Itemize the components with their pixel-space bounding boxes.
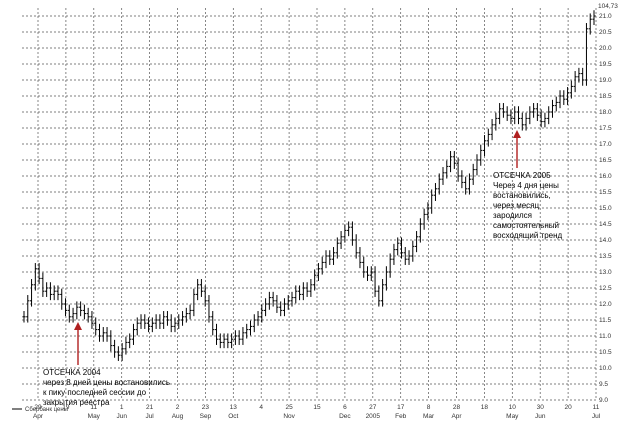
y-tick-label: 15.5 (599, 189, 612, 196)
x-tick-day: 20 (564, 404, 572, 411)
x-tick-month: Aug (172, 413, 184, 420)
y-tick-label: 9.0 (599, 397, 608, 404)
y-tick-label: 20.5 (599, 29, 612, 36)
x-tick-day: 2 (176, 404, 180, 411)
x-tick-month: Jun (535, 413, 546, 420)
y-tick-label: 14.5 (599, 221, 612, 228)
y-tick-label: 16.5 (599, 157, 612, 164)
annotation-line-2005-5: самостоятельный (493, 221, 559, 230)
x-tick-day: 17 (397, 404, 405, 411)
x-tick-day: 15 (313, 404, 321, 411)
price-series (22, 10, 596, 361)
x-axis: 29 Apr 19 11 May 1 Jun 21 Jul 2 Aug 23 Sep 13 Oct 4 25 No… (33, 404, 601, 420)
annotation-line-2005-4: зародился (493, 211, 532, 220)
x-tick-day: 25 (285, 404, 293, 411)
y-tick-label: 13.5 (599, 253, 612, 260)
x-tick-day: 1 (120, 404, 124, 411)
annotation-arrowhead-2005 (513, 130, 521, 138)
y-tick-label: 9.5 (599, 381, 608, 388)
x-tick-month: Mar (423, 413, 435, 420)
y-tick-label: 15.0 (599, 205, 612, 212)
y-axis-right: 104,73 9.0 9.5 10.0 10.5 11.0 11.5 12.0 12.5 13.… (598, 3, 618, 404)
x-tick-day: 13 (230, 404, 238, 411)
annotation-line-2005-6: восходящий тренд (493, 231, 563, 240)
x-tick-month: Apr (451, 413, 462, 420)
x-tick-day: 28 (453, 404, 461, 411)
annotation-title-2004: ОТСЕЧКА 2004 (43, 368, 101, 377)
legend: Сбербанк цены (12, 407, 68, 413)
x-tick-month: Dec (339, 413, 351, 420)
x-tick-day: 30 (537, 404, 545, 411)
y-tick-label: 11.0 (599, 333, 612, 340)
y-tick-label: 14.0 (599, 237, 612, 244)
x-tick-day: 19 (62, 404, 70, 411)
x-tick-month: Jul (145, 413, 154, 420)
x-tick-day: 8 (427, 404, 431, 411)
annotation-title-2005: ОТСЕЧКА 2005 (493, 171, 551, 180)
y-tick-label: 12.5 (599, 285, 612, 292)
x-tick-month: Jun (116, 413, 127, 420)
x-tick-month: Sep (200, 413, 212, 420)
annotation-line-2004-1: через 8 дней цены востановились (43, 378, 170, 387)
y-tick-label: 20.0 (599, 45, 612, 52)
y-axis-top-label: 104,73 (598, 3, 618, 10)
y-tick-label: 18.5 (599, 93, 612, 100)
x-tick-month: 2005 (366, 413, 381, 420)
y-tick-label: 17.0 (599, 141, 612, 148)
x-tick-day: 11 (90, 404, 97, 411)
x-tick-day: 21 (146, 404, 154, 411)
annotation-2005: ОТСЕЧКА 2005 Через 4 дня цены востановил… (493, 130, 563, 240)
chart-grid (22, 8, 597, 401)
x-tick-day: 10 (509, 404, 517, 411)
annotation-line-2005-2: востановились, (493, 191, 551, 200)
annotation-line-2004-2: к пику последней сессии до (43, 388, 147, 397)
y-tick-label: 17.5 (599, 125, 612, 132)
y-tick-label: 10.5 (599, 349, 612, 356)
x-tick-month: Nov (283, 413, 295, 420)
x-tick-month: Apr (33, 413, 44, 420)
y-tick-label: 13.0 (599, 269, 612, 276)
legend-label: Сбербанк цены (25, 407, 68, 413)
x-tick-day: 27 (369, 404, 377, 411)
y-tick-label: 19.0 (599, 77, 612, 84)
x-tick-day: 4 (259, 404, 263, 411)
y-tick-label: 12.0 (599, 301, 612, 308)
x-tick-day: 6 (343, 404, 347, 411)
y-tick-label: 11.5 (599, 317, 612, 324)
annotation-line-2004-3: закрытия реестра (43, 398, 110, 407)
annotation-arrowhead-2004 (74, 322, 82, 330)
x-tick-month: Oct (228, 413, 238, 420)
x-tick-day: 29 (34, 404, 42, 411)
annotation-line-2005-3: через месяц (493, 201, 540, 210)
y-tick-label: 21.0 (599, 13, 612, 20)
y-tick-label: 10.0 (599, 365, 612, 372)
x-tick-day: 23 (202, 404, 210, 411)
y-tick-label: 19.5 (599, 61, 612, 68)
y-tick-label: 18.0 (599, 109, 612, 116)
x-tick-month: Feb (395, 413, 407, 420)
x-tick-day: 11 (593, 404, 600, 411)
x-tick-month: May (88, 413, 101, 420)
x-tick-month: May (506, 413, 519, 420)
annotation-line-2005-1: Через 4 дня цены (493, 181, 559, 190)
annotation-2004: ОТСЕЧКА 2004 через 8 дней цены востанови… (43, 322, 170, 407)
y-tick-label: 16.0 (599, 173, 612, 180)
x-tick-month: Jul (592, 413, 601, 420)
x-tick-day: 18 (481, 404, 489, 411)
